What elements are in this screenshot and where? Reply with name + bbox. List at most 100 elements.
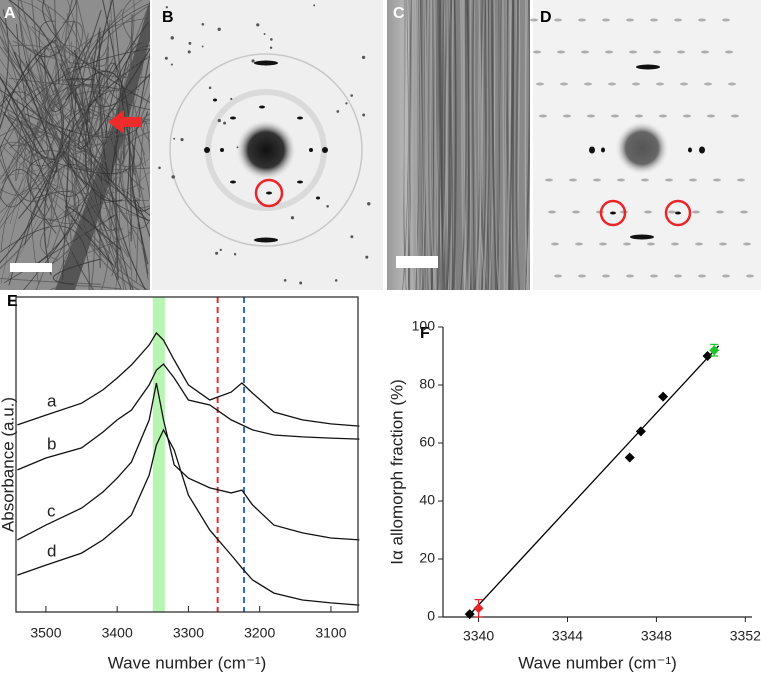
y-tick-label: 20 [419,550,435,566]
speckle [334,279,338,282]
fibril [15,109,90,176]
speckle [299,281,303,285]
fibril [0,86,124,231]
diffraction-spot [699,146,705,154]
fibril [17,0,70,165]
fibril [9,95,50,224]
diffraction-spot [725,50,733,54]
fibril [131,53,150,212]
diffraction-spot [707,114,715,118]
fibril [70,38,149,221]
speckle [201,22,205,26]
curve-label: a [47,392,57,411]
speckle [187,50,191,54]
speckle [217,27,221,31]
speckle [256,23,260,27]
fibril [443,0,448,290]
speckle [230,97,233,101]
speckle [219,248,222,252]
diffraction-spot [602,18,610,22]
fibril [3,51,58,173]
spectrum-line [17,363,360,471]
diffraction-spot [688,147,692,153]
x-tick-label: 3500 [30,625,61,641]
highlight-band [152,297,165,612]
speckle [165,6,168,9]
beam-stop [615,121,669,175]
diffraction-spot [740,210,748,214]
micrograph-a [0,0,150,290]
fibril [478,0,482,290]
fibril [40,182,109,261]
speckle [217,118,221,123]
fibril [49,0,57,93]
fibril [0,168,50,211]
fibril [406,0,411,290]
data-point [635,426,646,437]
fibril [15,53,32,181]
fibril [7,166,63,280]
micrograph-c [387,0,530,290]
y-tick-label: 0 [427,608,435,624]
diffraction-spot [650,18,658,22]
fibril [0,84,48,137]
panel-label: C [393,5,405,22]
fibril [454,0,456,290]
fibril [73,19,111,267]
diffraction-spot [230,116,236,120]
fibril [434,0,437,290]
fibril [84,0,123,202]
diffraction-spot [650,274,658,278]
diffraction-spot [656,82,664,86]
fibril [0,64,74,177]
fibril [52,258,102,285]
fibril [461,0,468,290]
diffraction-spot [671,242,679,246]
diffraction-spot [713,178,721,182]
spectrum-line [17,331,360,427]
x-tick-label: 3348 [641,628,672,644]
diffraction-spot [539,114,547,118]
speckle [223,121,227,125]
scale-bar [10,263,52,272]
diffraction-spot [608,82,616,86]
diffraction-spot [601,147,605,153]
fibril [472,0,475,290]
fibril [482,0,489,290]
diffraction-spot [636,64,660,70]
diffraction-spot [548,210,556,214]
fibril [493,0,500,290]
fibril [46,0,104,225]
speckle [201,45,204,48]
y-tick-label: 80 [419,376,435,392]
diffraction-spot [698,18,706,22]
diffraction-spot [698,274,706,278]
fibril [115,176,137,290]
panel-label: B [162,9,174,26]
fibril [429,0,436,290]
diffraction-spot [704,82,712,86]
fibril [135,121,150,283]
diffraction-d [530,0,761,290]
speckle [362,113,366,117]
diffraction-spot [213,98,217,102]
fibril [0,12,71,116]
fibril [62,129,71,281]
fibril [16,98,150,160]
fibril [119,4,150,209]
diffraction-spot [533,50,541,54]
x-tick-label: 3352 [730,628,761,644]
beam-stop [236,120,296,180]
fibril [45,84,140,182]
fibril [0,72,150,146]
diffraction-spot [746,274,754,278]
highlight-circle [664,199,692,227]
curve-label: c [47,502,56,521]
speckle [158,166,161,170]
diffraction-spot [560,82,568,86]
fibril [473,0,478,290]
speckle [283,279,287,282]
speckle [269,46,273,49]
fibril [71,77,141,290]
